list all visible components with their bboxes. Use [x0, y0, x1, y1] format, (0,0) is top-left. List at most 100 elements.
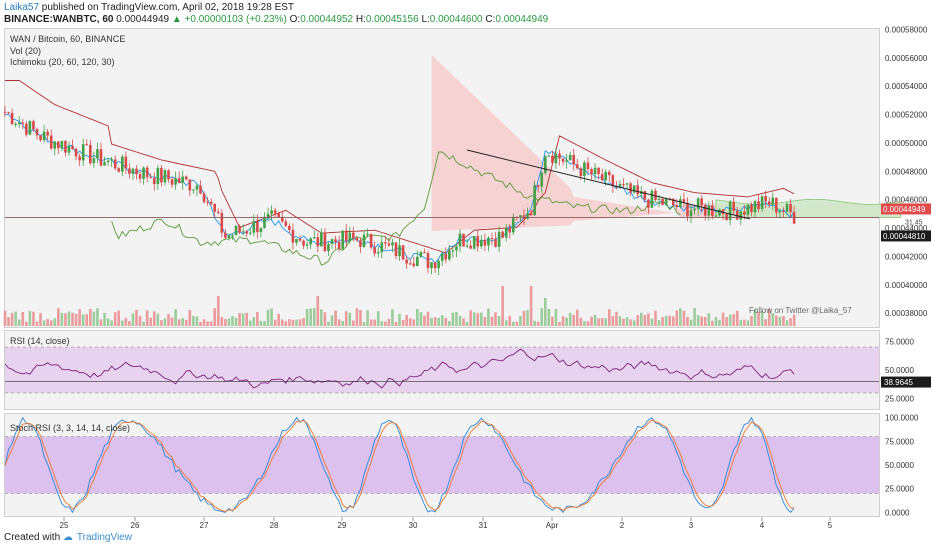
- volume-bar: [700, 316, 703, 326]
- volume-bar: [234, 317, 238, 326]
- candle-body: [266, 213, 270, 217]
- volume-bar: [661, 317, 664, 326]
- author-link[interactable]: Laika57: [4, 2, 40, 13]
- candle-body: [263, 216, 266, 229]
- candle-body: [636, 185, 640, 195]
- candle-body: [252, 221, 256, 233]
- candle-body: [181, 176, 185, 183]
- candle-body: [312, 237, 316, 239]
- candle-body: [536, 185, 540, 187]
- stoch-tick-label: 75.0000: [885, 437, 914, 446]
- volume-bar: [7, 317, 10, 326]
- volume-bar: [245, 312, 249, 326]
- candle-body: [455, 246, 458, 251]
- volume-bar: [167, 313, 170, 326]
- volume-bar: [14, 311, 17, 326]
- candle-body: [789, 203, 792, 213]
- candle-body: [607, 171, 611, 176]
- volume-bar: [412, 319, 416, 326]
- candle-body: [124, 156, 128, 169]
- volume-bar: [334, 310, 337, 326]
- candle-body: [579, 168, 583, 177]
- volume-bar: [309, 308, 312, 326]
- volume-bar: [501, 286, 504, 326]
- x-tick-label: 25: [60, 521, 69, 530]
- volume-bar: [448, 321, 451, 326]
- candle-body: [504, 228, 508, 238]
- volume-bar: [362, 321, 366, 326]
- candle-body: [650, 190, 654, 208]
- x-tick-label: 28: [270, 521, 279, 530]
- stoch-d-line: [4, 419, 795, 512]
- y-tick-label: 0.00056000: [885, 54, 928, 63]
- volume-bar: [270, 308, 273, 326]
- candle-body: [412, 263, 416, 266]
- candle-body: [85, 144, 89, 146]
- candle-body: [192, 189, 195, 191]
- candle-body: [117, 168, 121, 172]
- candle-body: [369, 233, 373, 248]
- volume-bar: [728, 314, 732, 326]
- rsi-value-text: 38.9645: [884, 378, 913, 387]
- candle-body: [46, 131, 49, 136]
- volume-bar: [277, 314, 281, 326]
- candle-body: [152, 177, 156, 185]
- candle-body: [750, 204, 753, 213]
- volume-bar: [664, 315, 668, 326]
- candle-body: [53, 141, 57, 149]
- candle-body: [320, 232, 323, 247]
- candle-body: [664, 198, 668, 205]
- tradingview-brand[interactable]: TradingView: [76, 532, 132, 543]
- candle-body: [64, 140, 67, 153]
- volume-bar: [647, 313, 650, 326]
- price-change: ▲ +0.00000103 (+0.23%): [171, 14, 287, 25]
- candle-body: [401, 245, 405, 260]
- candle-body: [721, 209, 725, 214]
- candle-body: [135, 168, 138, 175]
- volume-bar: [593, 314, 597, 326]
- volume-bar: [618, 316, 622, 326]
- candle-body: [405, 259, 408, 264]
- candle-body: [17, 122, 21, 125]
- volume-bar: [611, 316, 615, 326]
- candle-body: [689, 210, 693, 217]
- volume-bar: [757, 312, 760, 326]
- candle-body: [231, 235, 234, 237]
- candle-body: [462, 233, 465, 247]
- volume-bar: [199, 321, 202, 326]
- candle-body: [572, 154, 576, 165]
- volume-bar: [28, 310, 32, 326]
- candle-body: [199, 185, 202, 194]
- volume-bar: [401, 319, 405, 326]
- candle-body: [437, 260, 440, 269]
- volume-bar: [725, 317, 728, 326]
- volume-bar: [775, 315, 778, 326]
- candle-body: [273, 210, 277, 214]
- volume-bar: [305, 308, 309, 326]
- candle-body: [604, 171, 608, 181]
- candle-body: [561, 158, 565, 162]
- volume-bar: [42, 320, 46, 326]
- candle-body: [718, 209, 721, 216]
- candle-body: [99, 149, 103, 166]
- volume-bar: [273, 319, 277, 326]
- o-label: O:: [289, 14, 301, 25]
- candle-body: [42, 131, 46, 141]
- candle-body: [448, 250, 451, 260]
- volume-bar: [487, 308, 490, 326]
- volume-bar: [469, 310, 472, 326]
- candle-body: [590, 169, 593, 175]
- volume-bar: [160, 320, 163, 326]
- candle-body: [138, 174, 142, 179]
- volume-bar: [597, 318, 600, 326]
- candle-body: [10, 112, 14, 125]
- candle-body: [408, 263, 412, 265]
- candle-body: [775, 197, 778, 213]
- candle-body: [25, 123, 28, 135]
- volume-bar: [71, 312, 74, 326]
- volume-bar: [60, 312, 64, 326]
- volume-bar: [384, 321, 387, 326]
- candle-body: [280, 216, 284, 222]
- volume-bar: [451, 312, 455, 326]
